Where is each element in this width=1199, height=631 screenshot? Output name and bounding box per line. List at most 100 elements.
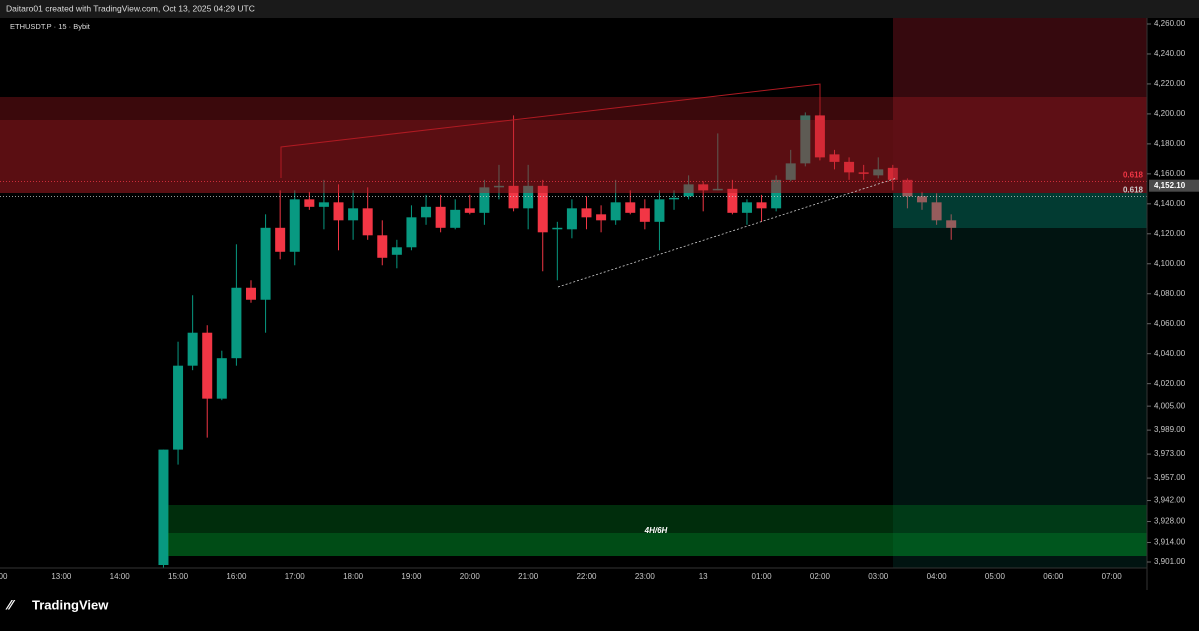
x-tick-label: 06:00 [1043,572,1064,581]
target-zone-inner [893,193,1147,228]
stop-zone [893,18,1147,193]
y-tick-label: 4,200.00 [1154,109,1186,118]
candle-body [377,235,388,258]
candle-body [712,188,723,191]
candle-body [523,185,534,209]
candle-body [158,449,169,566]
candle-body [902,179,913,197]
demand-zone-inner [168,533,1147,556]
y-tick-label: 3,942.00 [1154,496,1186,505]
x-tick-label: 16:00 [226,572,247,581]
supply-zone-inner [0,120,893,193]
y-tick-label: 3,901.00 [1154,557,1186,566]
x-tick-label: 13 [699,572,708,581]
candle-body [741,202,752,213]
x-tick-label: 20:00 [460,572,481,581]
candle-body [771,179,782,209]
last-price-box [1149,179,1199,192]
credit: Daitaro01 created with TradingView.com, … [6,3,255,13]
zones [0,18,1147,568]
demand-zone [168,505,1147,556]
last-price-label: 4,152.10 [1154,181,1186,190]
candle-body [187,332,198,366]
candle-body [917,196,928,203]
candle-body [493,185,504,188]
x-tick-label: 01:00 [752,572,773,581]
target-zone [893,193,1147,568]
y-tick-label: 4,005.00 [1154,401,1186,410]
candle-body [464,208,475,213]
x-tick-label: 02:00 [810,572,831,581]
candle-body [333,202,344,221]
stop-zone-inner [893,97,1147,193]
candle-body [727,188,738,213]
y-tick-label: 4,100.00 [1154,259,1186,268]
y-tick-label: 3,973.00 [1154,449,1186,458]
candle-body [698,184,709,191]
candle-body [756,202,767,209]
candle-body [639,208,650,222]
candle-body [173,365,184,450]
trend-line [280,83,821,178]
candle-body [202,332,213,399]
candle-body [479,187,490,213]
candle-body [610,202,621,221]
y-tick-label: 4,160.00 [1154,169,1186,178]
x-tick-label: 15:00 [168,572,189,581]
fib-label: 0.618 [1123,185,1144,194]
y-tick-label: 3,957.00 [1154,473,1186,482]
x-tick-label: 04:00 [927,572,948,581]
y-tick-label: 4,220.00 [1154,79,1186,88]
candle-body [887,167,898,180]
y-tick-label: 4,140.00 [1154,199,1186,208]
candle-body [552,227,563,230]
candle-body [785,163,796,180]
zone-label: 4H/6H [644,526,668,535]
logo: ⁄⁄ TradingView [5,597,109,613]
y-tick-label: 4,080.00 [1154,289,1186,298]
candle-body [654,199,665,222]
candle-body [683,184,694,197]
fib-label: 0.618 [1123,170,1144,179]
candle-body [858,172,869,174]
y-tick-label: 4,020.00 [1154,379,1186,388]
x-tick-label: 19:00 [401,572,422,581]
candle-body [814,115,825,158]
candle-body [406,217,417,248]
x-tick-label: 07:00 [1102,572,1123,581]
candle-body [348,208,359,221]
candle-body [245,287,256,300]
candle-body [275,227,286,252]
candle-body [391,247,402,255]
candle-body [537,185,548,233]
x-tick-label: 05:00 [985,572,1006,581]
candle-body [873,169,884,176]
candle-body [625,202,636,213]
candle-body [844,161,855,173]
x-tick-label: 18:00 [343,572,364,581]
y-tick-label: 4,040.00 [1154,349,1186,358]
x-tick-label: 23:00 [635,572,656,581]
candle-body [362,208,373,236]
candle-body [421,206,432,218]
y-tick-label: 4,260.00 [1154,19,1186,28]
y-tick-label: 4,180.00 [1154,139,1186,148]
candle-body [566,208,577,230]
candle-body [450,209,461,228]
candle-body [829,154,840,162]
candle-body [304,199,315,207]
candle-body [581,208,592,218]
candle-body [946,220,957,228]
x-tick-label: 17:00 [285,572,306,581]
y-tick-label: 3,989.00 [1154,425,1186,434]
supply-zone [0,97,893,193]
candle-body [289,199,300,252]
x-tick-label: 21:00 [518,572,539,581]
candle-body [931,202,942,221]
x-tick-label: 13:00 [51,572,72,581]
y-tick-label: 3,914.00 [1154,538,1186,547]
candle-body [596,214,607,221]
y-tick-label: 3,928.00 [1154,517,1186,526]
candle-body [318,202,329,207]
